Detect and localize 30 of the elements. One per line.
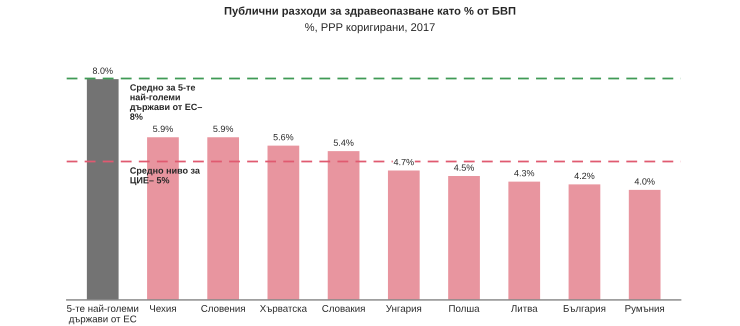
data-label: 5.6%: [273, 134, 294, 140]
bar: [326, 150, 361, 300]
chart-subtitle: %, PPP коригирани, 2017: [305, 23, 435, 34]
bar: [85, 78, 120, 300]
data-label: 5.9%: [213, 126, 234, 132]
data-label: 4.3%: [514, 170, 534, 176]
bar: [266, 144, 301, 300]
bar: [446, 174, 482, 300]
data-label: 4.5%: [454, 164, 474, 171]
x-tick-label: Словения: [201, 305, 245, 312]
bar: [506, 180, 542, 300]
x-tick-label: Румъния: [625, 305, 664, 314]
chart-title: Публични разходи за здравеопазване като % от БВП: [224, 6, 516, 17]
data-label: 4.2%: [574, 172, 594, 180]
data-label: 5.4%: [334, 140, 354, 146]
x-tick-label: Хърватска: [260, 305, 308, 314]
ref-line-label: Средно за 5-те най-големи държави от ЕС– 8%: [130, 84, 202, 120]
x-tick-label: Полша: [449, 305, 480, 312]
x-tick-label: 5-те най-големи държави от ЕС: [66, 304, 138, 324]
x-tick-label: България: [564, 305, 606, 314]
x-tick-label: Унгария: [386, 305, 422, 314]
data-label: 8.0%: [92, 68, 113, 74]
bar: [627, 188, 662, 300]
ref-line-label: Средно ниво за ЦИЕ– 5%: [130, 167, 200, 186]
x-tick-label: Литва: [510, 305, 538, 312]
x-tick-label: Чехия: [150, 305, 176, 312]
data-label: 5.9%: [153, 126, 173, 132]
x-tick-label: Словакия: [322, 305, 365, 312]
data-label: 4.0%: [634, 178, 655, 185]
data-label: 4.7%: [394, 158, 414, 166]
